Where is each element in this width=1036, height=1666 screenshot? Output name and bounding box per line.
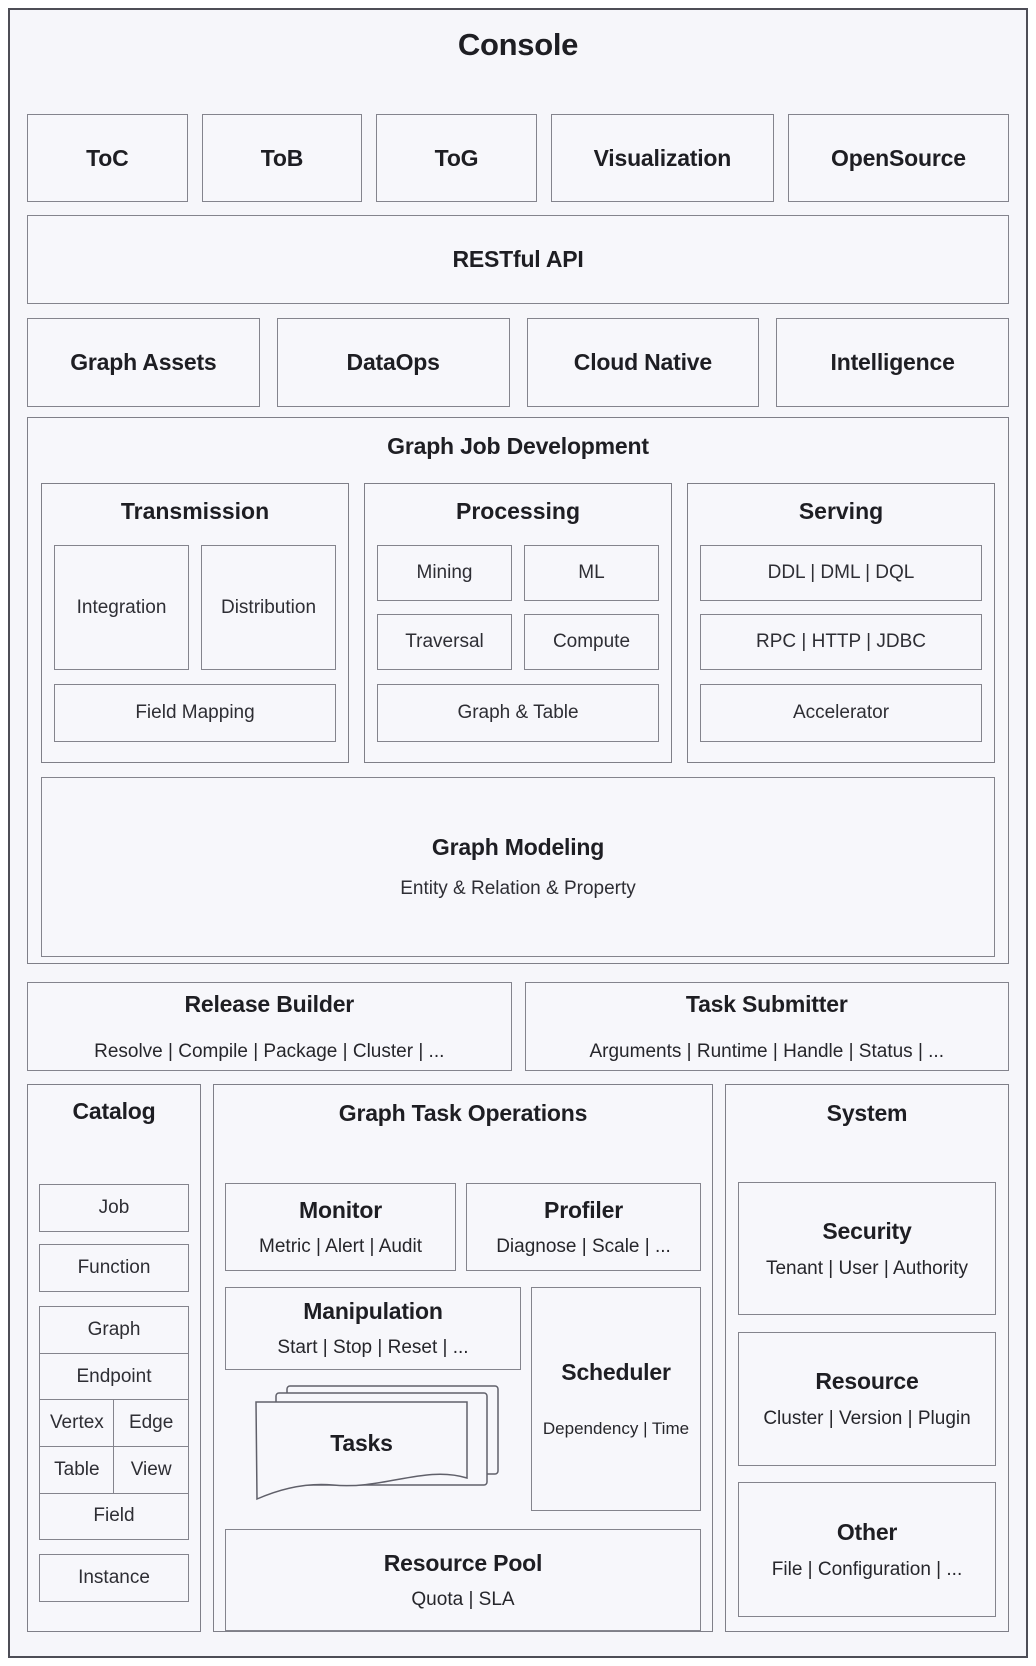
column-transmission: Transmission Integration Distribution Fi… [41,483,349,763]
section-graph-task-operations: Graph Task Operations Monitor Metric | A… [213,1084,713,1632]
node-graph-modeling: Graph Modeling Entity & Relation & Prope… [41,777,995,957]
console-panel: Console ToC ToB ToG Visualization OpenSo… [8,8,1028,1658]
node-cloud-native: Cloud Native [526,318,760,407]
column-title: Transmission [120,498,270,524]
box-subtitle: Start | Stop | Reset | ... [277,1337,469,1358]
node-accelerator: Accelerator [700,684,982,742]
tasks-label: Tasks [330,1430,393,1456]
node-resource: Resource Cluster | Version | Plugin [738,1332,996,1466]
node-endpoint: Endpoint [39,1352,189,1401]
node-rpc-http-jdbc: RPC | HTTP | JDBC [700,614,982,670]
box-title: Scheduler [561,1358,671,1385]
box-subtitle: Arguments | Runtime | Handle | Status | … [589,1040,944,1062]
node-graph-and-table: Graph & Table [377,684,659,742]
builder-row: Release Builder Resolve | Compile | Pack… [27,982,1009,1071]
box-title: Resource [815,1368,919,1394]
box-subtitle: Metric | Alert | Audit [259,1235,422,1257]
section-title: System [826,1100,908,1126]
section-graph-job-development: Graph Job Development Transmission Integ… [27,417,1009,964]
column-processing: Processing Mining ML Traversal Compute G… [364,483,672,763]
gjd-columns: Transmission Integration Distribution Fi… [41,483,995,763]
box-title: Other [836,1518,898,1545]
node-manipulation: Manipulation Start | Stop | Reset | ... [225,1287,521,1370]
stacked-pages-icon [255,1385,499,1501]
node-security: Security Tenant | User | Authority [738,1182,996,1315]
box-title: Release Builder [184,990,355,1017]
node-mining: Mining [377,545,512,601]
node-job: Job [39,1184,189,1232]
box-subtitle: Dependency | Time [542,1418,690,1438]
box-subtitle: Tenant | User | Authority [765,1257,969,1279]
page-title: Console [457,27,579,62]
node-vertex: Vertex [39,1399,115,1447]
bottom-band: Catalog Job Function Graph Endpoint Vert… [27,1084,1009,1632]
node-compute: Compute [524,614,659,670]
box-title: Security [822,1217,912,1244]
node-toc: ToC [27,114,188,202]
column-title: Serving [798,498,884,524]
box-subtitle: Quota | SLA [411,1588,515,1610]
node-edge: Edge [113,1399,189,1447]
node-function: Function [39,1244,189,1292]
node-scheduler: Scheduler Dependency | Time [531,1287,701,1511]
modeling-subtitle: Entity & Relation & Property [400,878,636,899]
section-title: Catalog [72,1098,156,1124]
catalog-grid: Graph Endpoint Vertex Edge Table View Fi… [39,1306,189,1540]
node-restful-api: RESTful API [27,215,1009,304]
channel-row: ToC ToB ToG Visualization OpenSource [27,114,1009,202]
node-graph-assets: Graph Assets [27,318,260,407]
column-serving: Serving DDL | DML | DQL RPC | HTTP | JDB… [687,483,995,763]
box-title: Resource Pool [383,1549,543,1576]
node-tob: ToB [201,114,363,202]
node-view: View [113,1445,189,1494]
node-monitor: Monitor Metric | Alert | Audit [225,1183,457,1271]
node-graph: Graph [39,1306,189,1354]
node-traversal: Traversal [377,614,512,670]
box-subtitle: Cluster | Version | Plugin [763,1408,971,1429]
box-subtitle: File | Configuration | ... [771,1558,963,1580]
node-task-submitter: Task Submitter Arguments | Runtime | Han… [524,982,1009,1071]
node-intelligence: Intelligence [776,318,1009,407]
capability-row: Graph Assets DataOps Cloud Native Intell… [27,318,1009,407]
node-resource-pool: Resource Pool Quota | SLA [225,1529,701,1631]
section-title: Graph Task Operations [338,1100,588,1126]
node-field-mapping: Field Mapping [54,684,336,742]
node-ml: ML [524,545,659,601]
node-tog: ToG [376,114,537,202]
node-table: Table [39,1445,115,1494]
node-opensource: OpenSource [787,114,1009,202]
node-ddl-dml-dql: DDL | DML | DQL [700,545,982,601]
node-profiler: Profiler Diagnose | Scale | ... [466,1183,701,1271]
box-title: Monitor [299,1196,382,1223]
node-integration: Integration [54,545,189,670]
box-title: Task Submitter [685,990,848,1017]
node-field: Field [39,1492,189,1540]
section-title: Graph Job Development [387,433,649,459]
column-title: Processing [456,498,580,524]
box-subtitle: Resolve | Compile | Package | Cluster | … [94,1040,445,1062]
modeling-title: Graph Modeling [431,834,605,860]
node-instance: Instance [39,1554,189,1602]
section-system: System Security Tenant | User | Authorit… [725,1084,1009,1632]
node-other: Other File | Configuration | ... [738,1482,996,1617]
box-title: Profiler [544,1196,623,1223]
node-dataops: DataOps [276,318,510,407]
node-visualization: Visualization [550,114,774,202]
tasks-paper-stack-icon: Tasks [255,1385,500,1511]
box-title: Manipulation [303,1298,443,1324]
box-subtitle: Diagnose | Scale | ... [496,1235,671,1257]
node-release-builder: Release Builder Resolve | Compile | Pack… [27,982,512,1071]
section-catalog: Catalog Job Function Graph Endpoint Vert… [27,1084,201,1632]
node-distribution: Distribution [201,545,336,670]
